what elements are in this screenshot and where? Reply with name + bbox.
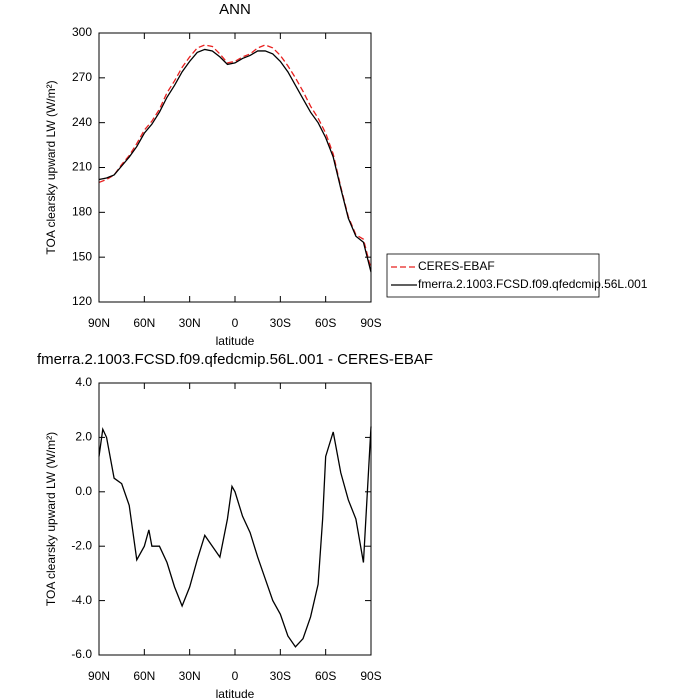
chart-title: fmerra.2.1003.FCSD.f09.qfedcmip.56L.001 … [37,351,433,368]
y-tick-label: 300 [72,25,92,39]
plot-frame [98,32,372,303]
data-line [98,44,372,270]
y-tick-label: 240 [72,115,92,129]
x-tick-label: 90N [88,316,110,330]
y-tick-label: -2.0 [71,538,92,552]
x-tick-label: 30N [179,669,201,683]
chart-title: ANN [219,1,251,18]
x-tick-label: 30S [270,316,291,330]
x-axis-label: latitude [216,687,255,700]
legend-label: CERES-EBAF [418,259,495,273]
y-tick-label: 2.0 [75,430,92,444]
x-tick-label: 30S [270,669,291,683]
data-line [98,426,372,648]
x-tick-label: 30N [179,316,201,330]
y-tick-label: 270 [72,70,92,84]
y-tick-label: 0.0 [75,484,92,498]
x-tick-label: 60S [315,316,336,330]
y-axis-label: TOA clearsky upward LW (W/m²) [44,80,58,254]
y-tick-label: 180 [72,205,92,219]
y-tick-label: 120 [72,294,92,308]
x-tick-label: 90S [360,669,381,683]
x-tick-label: 90N [88,669,110,683]
y-tick-label: 210 [72,160,92,174]
y-tick-label: 4.0 [75,375,92,389]
legend-label: fmerra.2.1003.FCSD.f09.qfedcmip.56L.001 [418,277,648,291]
y-tick-label: 150 [72,249,92,263]
x-tick-label: 90S [360,316,381,330]
x-tick-label: 60S [315,669,336,683]
y-tick-label: -4.0 [71,593,92,607]
x-tick-label: 0 [232,316,239,330]
x-axis-label: latitude [216,334,255,348]
y-axis-label: TOA clearsky upward LW (W/m²) [44,432,58,606]
x-tick-label: 60N [133,316,155,330]
plot-frame [98,382,372,656]
x-tick-label: 0 [232,669,239,683]
data-line [98,48,372,273]
x-tick-label: 60N [133,669,155,683]
legend-box [386,253,600,298]
y-tick-label: -6.0 [71,647,92,661]
